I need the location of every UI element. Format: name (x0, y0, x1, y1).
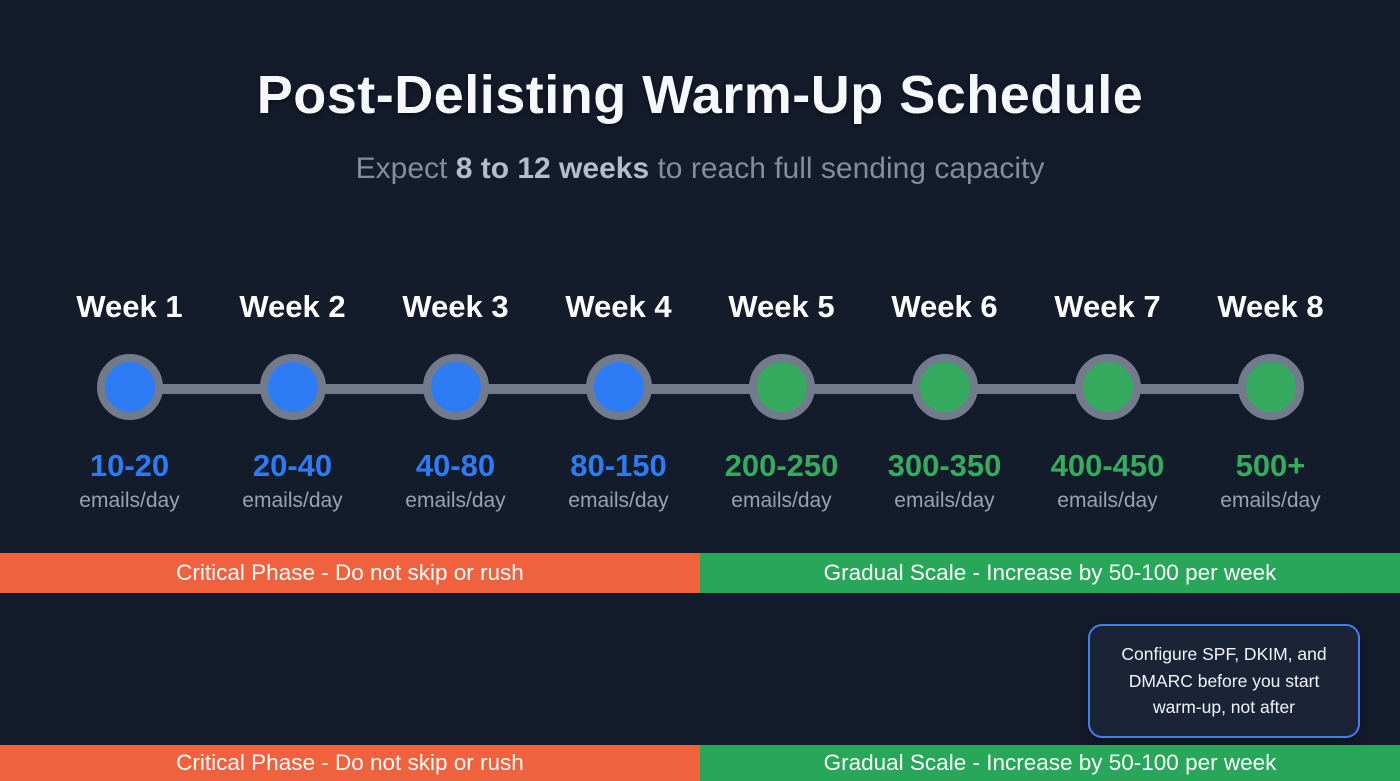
volume-unit: emails/day (1220, 489, 1321, 512)
note-line: warm-up, not after (1153, 697, 1295, 718)
week-label: Week 5 (728, 289, 835, 324)
critical-phase-banner: Critical Phase - Do not skip or rush (0, 553, 700, 593)
week-label: Week 2 (239, 289, 346, 324)
phase-banner-bottom: Critical Phase - Do not skip or rush Gra… (0, 745, 1400, 781)
note-line: DMARC before you start (1128, 670, 1320, 691)
volume-value: 500+ (1235, 448, 1306, 483)
week-label: Week 7 (1054, 289, 1161, 324)
timeline: Week 1 10-20 emails/day Week 2 20-40 ema… (0, 288, 1400, 513)
timeline-dot-icon (1074, 354, 1141, 420)
volume-value: 200-250 (724, 448, 839, 483)
page-title: Post-Delisting Warm-Up Schedule (256, 65, 1144, 125)
volume-value: 400-450 (1050, 448, 1165, 483)
timeline-week-2: Week 2 20-40 emails/day (211, 288, 374, 513)
volume-unit: emails/day (894, 489, 995, 512)
volume-value: 10-20 (89, 448, 170, 483)
volume-value: 300-350 (887, 448, 1002, 483)
timeline-dot-icon (1237, 354, 1304, 420)
timeline-dot-icon (911, 354, 978, 420)
timeline-dot-icon (422, 354, 489, 420)
dns-config-note: Configure SPF, DKIM, and DMARC before yo… (1088, 624, 1360, 738)
week-label: Week 6 (891, 289, 998, 324)
phase-banner-middle: Critical Phase - Do not skip or rush Gra… (0, 553, 1400, 593)
timeline-week-7: Week 7 400-450 emails/day (1026, 288, 1189, 513)
note-line: Configure SPF, DKIM, and (1121, 644, 1327, 664)
subtitle-emphasis: 8 to 12 weeks (455, 152, 650, 185)
volume-unit: emails/day (242, 489, 343, 512)
timeline-dot-icon (96, 354, 163, 420)
timeline-week-8: Week 8 500+ emails/day (1189, 288, 1352, 513)
volume-value: 80-150 (570, 448, 667, 483)
week-label: Week 1 (76, 289, 183, 324)
timeline-track (131, 384, 1267, 394)
timeline-week-3: Week 3 40-80 emails/day (374, 288, 537, 513)
subtitle-suffix: to reach full sending capacity (649, 152, 1045, 185)
timeline-dot-icon (748, 354, 815, 420)
week-label: Week 8 (1217, 289, 1324, 324)
volume-unit: emails/day (568, 489, 669, 512)
timeline-week-4: Week 4 80-150 emails/day (537, 288, 700, 513)
timeline-week-5: Week 5 200-250 emails/day (700, 288, 863, 513)
subtitle-prefix: Expect (355, 152, 456, 185)
volume-unit: emails/day (405, 489, 506, 512)
timeline-dot-icon (585, 354, 652, 420)
critical-phase-banner: Critical Phase - Do not skip or rush (0, 745, 700, 781)
volume-value: 40-80 (415, 448, 496, 483)
subtitle: Expect 8 to 12 weeks to reach full sendi… (0, 152, 1400, 186)
week-label: Week 3 (402, 289, 509, 324)
timeline-week-1: Week 1 10-20 emails/day (48, 288, 211, 513)
gradual-scale-banner: Gradual Scale - Increase by 50-100 per w… (700, 745, 1400, 781)
week-label: Week 4 (565, 289, 672, 324)
volume-unit: emails/day (731, 489, 832, 512)
volume-value: 20-40 (252, 448, 333, 483)
timeline-week-6: Week 6 300-350 emails/day (863, 288, 1026, 513)
gradual-scale-banner: Gradual Scale - Increase by 50-100 per w… (700, 553, 1400, 593)
volume-unit: emails/day (79, 489, 180, 512)
volume-unit: emails/day (1057, 489, 1158, 512)
timeline-dot-icon (259, 354, 326, 420)
